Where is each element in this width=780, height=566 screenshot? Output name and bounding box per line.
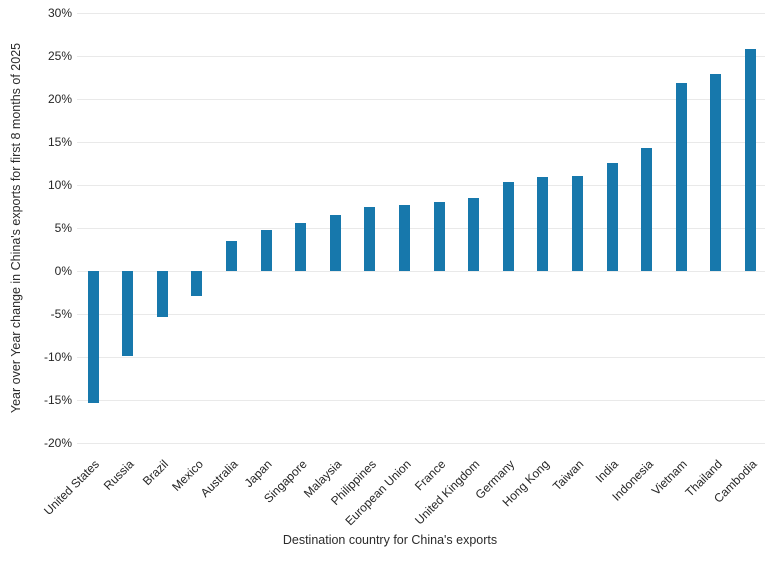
bar-india [606, 162, 618, 271]
y-axis-title-text: Year over Year change in China's exports… [9, 42, 23, 414]
bar-malaysia [329, 215, 341, 271]
bar-philippines [364, 207, 376, 271]
bar-japan [260, 229, 272, 271]
gridline [77, 13, 765, 14]
y-axis-tick-label: 15% [47, 135, 72, 149]
x-axis-title: Destination country for China's exports [282, 533, 498, 547]
bar-european-union [398, 204, 410, 271]
x-axis-tick-label: Australia [197, 457, 241, 500]
y-axis-tick-label: -20% [43, 436, 72, 450]
bar-australia [225, 240, 237, 271]
y-axis-tick-label: 30% [47, 6, 72, 20]
gridline [77, 400, 765, 401]
y-axis-tick-label: -15% [43, 393, 72, 407]
bar-taiwan [571, 175, 583, 271]
gridline [77, 357, 765, 358]
x-axis-tick-label: Taiwan [550, 457, 587, 494]
gridline [77, 56, 765, 57]
bar-germany [502, 181, 514, 271]
y-axis-tick-label: -5% [50, 307, 72, 321]
bar-united-states [87, 271, 99, 404]
x-axis-tick-label: India [592, 457, 621, 486]
bar-france [433, 202, 445, 271]
bar-cambodia [744, 49, 756, 271]
bar-brazil [156, 271, 168, 318]
gridline [77, 185, 765, 186]
gridline [77, 142, 765, 143]
bar-singapore [295, 222, 307, 271]
gridline [77, 99, 765, 100]
x-axis-tick-label: Brazil [140, 457, 172, 489]
bar-russia [122, 271, 134, 357]
gridline [77, 314, 765, 315]
y-axis-tick-label: 5% [54, 221, 72, 235]
gridline [77, 271, 765, 272]
bar-hong-kong [537, 177, 549, 271]
x-axis-tick-label: United States [41, 457, 102, 518]
bar-mexico [191, 271, 203, 296]
y-axis-tick-label: 20% [47, 92, 72, 106]
bar-vietnam [675, 82, 687, 271]
bar-thailand [710, 74, 722, 271]
y-axis-tick-label: 0% [54, 264, 72, 278]
bar-united-kingdom [468, 197, 480, 271]
gridline [77, 443, 765, 444]
bar-indonesia [641, 148, 653, 271]
gridline [77, 228, 765, 229]
y-axis-tick-label: -10% [43, 350, 72, 364]
y-axis-tick-label: 25% [47, 49, 72, 63]
y-axis-tick-label: 10% [47, 178, 72, 192]
x-axis-tick-label: Russia [100, 457, 137, 493]
